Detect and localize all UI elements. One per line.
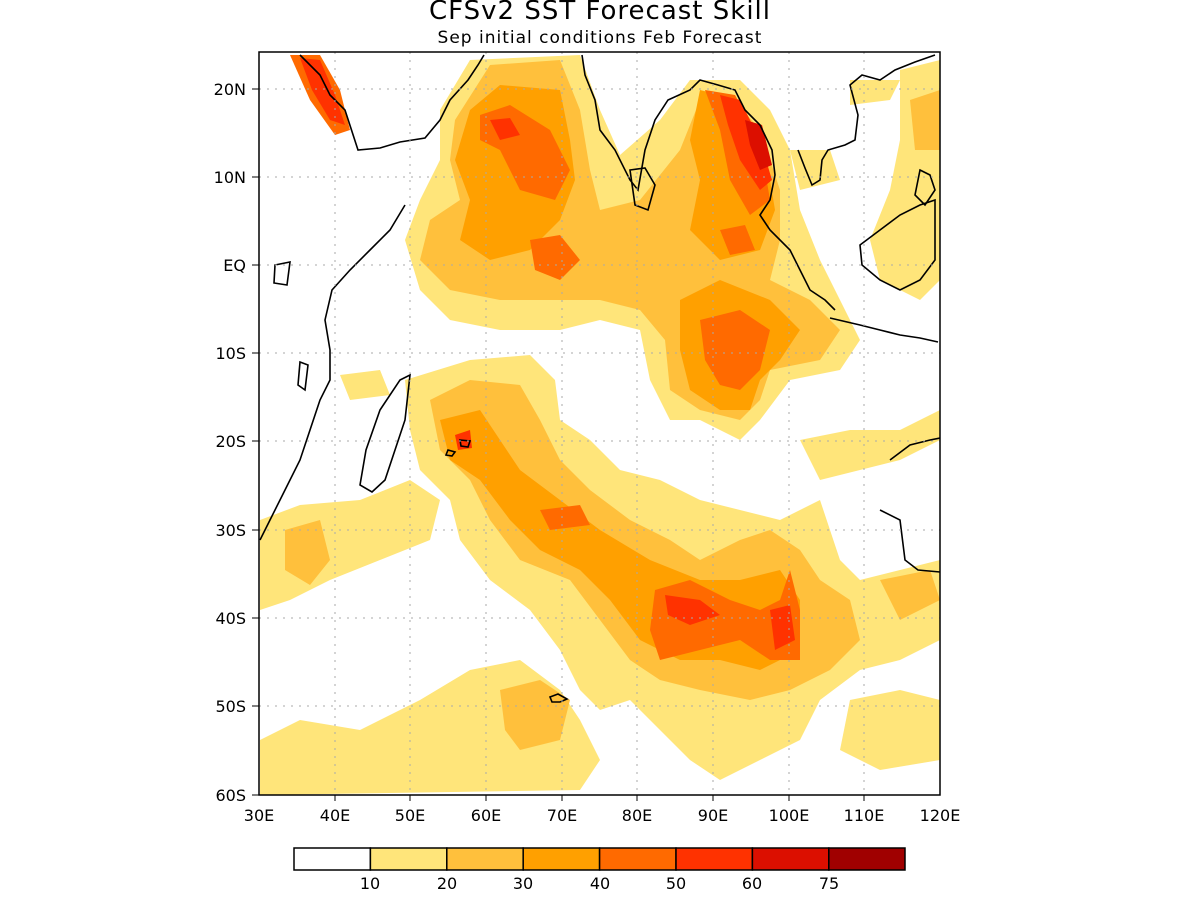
lat-axis: 20N 10N EQ 10S 20S 30S 40S 50S 60S (214, 80, 246, 805)
lon-label-60e: 60E (471, 806, 501, 825)
lon-label-40e: 40E (320, 806, 350, 825)
lon-label-70e: 70E (547, 806, 577, 825)
lon-ticks (334, 795, 865, 801)
page-title: CFSv2 SST Forecast Skill (428, 0, 772, 26)
colorbar-box-4 (522, 847, 601, 871)
colorbar-box-2 (369, 847, 448, 871)
lon-label-50e: 50E (395, 806, 425, 825)
lon-label-100e: 100E (769, 806, 810, 825)
colorbar-label-60: 60 (742, 874, 762, 893)
lon-label-90e: 90E (698, 806, 728, 825)
colorbar-label-75: 75 (819, 874, 839, 893)
colorbar-label-50: 50 (666, 874, 686, 893)
lat-label-30s: 30S (215, 521, 246, 540)
lat-label-50s: 50S (215, 697, 246, 716)
colorbar-box-7 (751, 847, 830, 871)
page-subtitle: Sep initial conditions Feb Forecast (437, 28, 763, 48)
lat-label-10n: 10N (214, 168, 246, 187)
colorbar-box-5 (598, 847, 677, 871)
lat-label-20s: 20S (215, 432, 246, 451)
lat-label-10s: 10S (215, 344, 246, 363)
lat-label-40s: 40S (215, 609, 246, 628)
colorbar-label-10: 10 (360, 874, 380, 893)
map-grid (259, 52, 940, 795)
colorbar-label-40: 40 (590, 874, 610, 893)
lat-label-60s: 60S (215, 786, 246, 805)
colorbar-labels: 10 20 30 40 50 60 75 (360, 874, 839, 893)
contour-10-20 (260, 55, 940, 795)
colorbar (293, 847, 906, 871)
contour-60-75 (745, 120, 772, 170)
map-frame (258, 51, 941, 796)
colorbar-label-30: 30 (513, 874, 533, 893)
lon-label-80e: 80E (622, 806, 652, 825)
colorbar-box-6 (675, 847, 754, 871)
skill-contours (260, 55, 940, 795)
lat-label-eq: EQ (223, 256, 246, 275)
lon-label-30e: 30E (244, 806, 274, 825)
lat-label-20n: 20N (214, 80, 246, 99)
lon-label-110e: 110E (844, 806, 885, 825)
lat-ticks (252, 88, 259, 796)
lon-label-120e: 120E (920, 806, 961, 825)
colorbar-box-8 (828, 847, 906, 871)
contour-50-60 (300, 58, 795, 650)
lon-axis: 30E 40E 50E 60E 70E 80E 90E 100E 110E 12… (244, 806, 961, 825)
coastlines (259, 54, 940, 703)
colorbar-box-3 (446, 847, 524, 871)
colorbar-label-20: 20 (437, 874, 457, 893)
colorbar-box-1 (293, 847, 372, 871)
